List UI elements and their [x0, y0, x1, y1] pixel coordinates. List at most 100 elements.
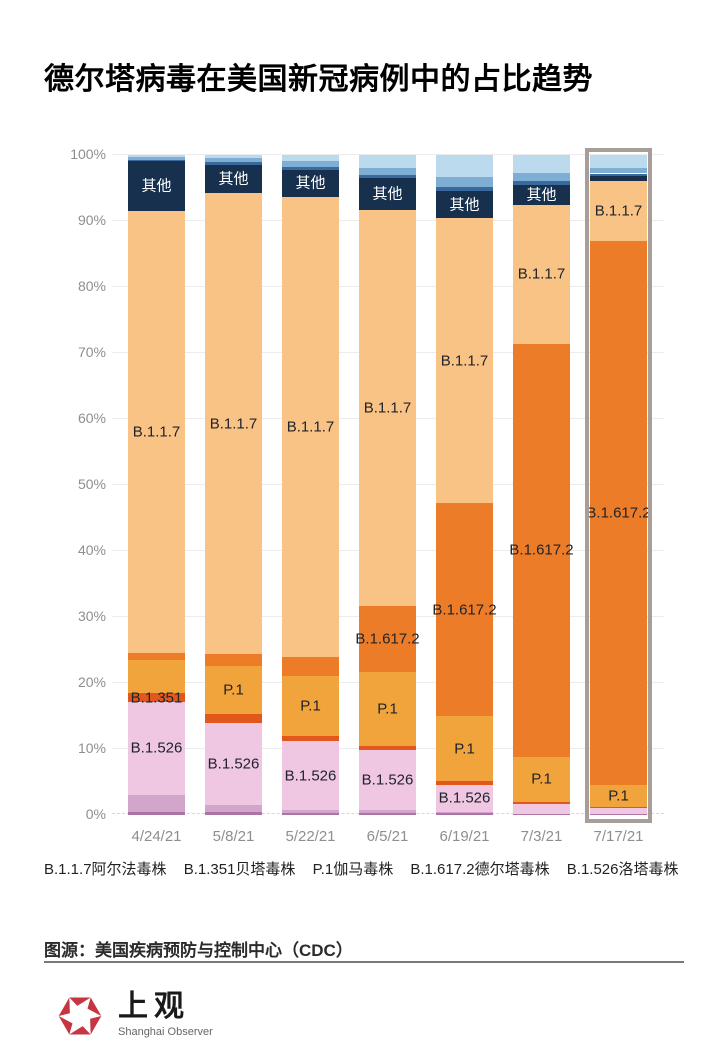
- x-axis-label: 7/3/21: [520, 828, 563, 845]
- y-axis-tick-label: 0%: [85, 806, 106, 822]
- bar-segment-unlabeled-blue-mid: [436, 177, 493, 187]
- bar-segment-B.1.1.7: [205, 193, 262, 654]
- bar-segment-unlabeled-purple-dark: [590, 813, 647, 815]
- chart-plot-area: 0% 10% 20% 30% 40% 50% 60% 70% 80% 90% 100% B.1.526…: [0, 146, 728, 845]
- bar-segment-label: P.1: [454, 740, 475, 758]
- bar-segment-label: B.1.526: [438, 789, 491, 807]
- bar-segment-其他: [359, 178, 416, 210]
- bar-segment-label: B.1.617.2: [432, 601, 497, 619]
- bar-4/24/21: B.1.526 B.1.351 B.1.1.7 其他 4/24/21: [128, 155, 185, 845]
- bar-segment-unlabeled-blue-light: [205, 155, 262, 158]
- bar-segment-unlabeled-blue-dark: [205, 162, 262, 165]
- y-axis-tick-label: 50%: [77, 476, 106, 492]
- bar-segment-unlabeled-blue-mid: [128, 157, 185, 160]
- bar-segment-B.1.526: [128, 702, 185, 795]
- y-axis-tick-label: 80%: [77, 278, 106, 294]
- y-axis-tick-label: 20%: [77, 674, 106, 690]
- bar-segment-其他: [282, 170, 339, 197]
- bar-segment-其他: [128, 160, 185, 212]
- bar-segment-B.1.1.7: [359, 209, 416, 607]
- bar-5/22/21: B.1.526 P.1 B.1.1.7 其他 5/22/21: [282, 155, 339, 845]
- bar-segment-B.1.1.7: [436, 217, 493, 504]
- bar-segment-label: B.1.1.7: [440, 352, 489, 370]
- bar-segment-unlabeled-purple: [205, 805, 262, 813]
- bar-segment-B.1.617.2: [436, 503, 493, 716]
- bar-segment-其他: [205, 164, 262, 194]
- page-title: 德尔塔病毒在美国新冠病例中的占比趋势: [44, 63, 593, 96]
- bar-segment-B.1.351: [590, 807, 647, 809]
- bar-segment-B.1.617.2: [128, 653, 185, 660]
- bar-segment-label: B.1.526: [361, 771, 414, 789]
- bar-segment-B.1.526: [359, 749, 416, 811]
- bar-segment-label: 其他: [295, 174, 326, 192]
- y-axis-tick-label: 60%: [77, 410, 106, 426]
- x-axis-label: 6/5/21: [366, 828, 409, 845]
- bar-segment-label: B.1.526: [207, 755, 260, 773]
- bar-segment-unlabeled-blue-mid: [590, 168, 647, 174]
- bar-segment-label: 其他: [141, 177, 172, 195]
- bar-segment-unlabeled-purple-dark: [282, 813, 339, 815]
- bar-segment-P.1: [513, 756, 570, 802]
- bar-segment-label: 其他: [218, 170, 249, 188]
- publisher-footer: 上观 Shanghai Observer: [56, 990, 213, 1042]
- legend-item-b16172: B.1.617.2德尔塔毒株: [410, 861, 550, 878]
- bar-segment-label: B.1.1.7: [594, 202, 643, 220]
- x-axis-label: 6/19/21: [439, 828, 490, 845]
- bar-segment-unlabeled-purple-dark: [205, 812, 262, 815]
- bar-segment-unlabeled-blue-light: [590, 155, 647, 169]
- bar-segment-unlabeled-purple-dark: [359, 813, 416, 815]
- bar-segment-B.1.526: [282, 741, 339, 811]
- bar-segment-label: 其他: [372, 185, 403, 203]
- bar-segment-B.1.617.2: [590, 240, 647, 786]
- bar-segment-B.1.351: [436, 781, 493, 785]
- bar-segment-P.1: [436, 716, 493, 782]
- bar-segment-B.1.1.7: [128, 211, 185, 654]
- bar-segment-unlabeled-purple: [128, 794, 185, 812]
- bar-segment-B.1.617.2: [205, 653, 262, 666]
- bar-segment-label: B.1.526: [284, 767, 337, 785]
- bar-5/8/21: B.1.526 P.1 B.1.1.7 其他 5/8/21: [205, 155, 262, 845]
- bar-segment-label: B.1.1.7: [517, 265, 566, 283]
- y-axis-tick-label: 40%: [77, 542, 106, 558]
- bar-segment-label: B.1.617.2: [586, 504, 651, 522]
- bar-segment-P.1: [590, 785, 647, 808]
- bar-segment-P.1: [205, 665, 262, 715]
- bar-segment-label: 其他: [449, 196, 480, 213]
- bar-segment-label: B.1.1.7: [209, 415, 258, 433]
- bar-segment-B.1.617.2: [359, 606, 416, 673]
- bar-segment-label: 其他: [526, 186, 557, 204]
- bar-segment-其他: [590, 176, 647, 181]
- bar-segment-unlabeled-blue-light: [359, 155, 416, 169]
- bar-segment-unlabeled-blue-dark: [359, 174, 416, 179]
- x-axis-label: 7/17/21: [593, 828, 644, 845]
- bar-segment-unlabeled-blue-dark: [282, 166, 339, 171]
- bar-segment-unlabeled-purple: [436, 811, 493, 814]
- bar-segment-label: P.1: [223, 681, 244, 699]
- legend-item-b1351: B.1.351贝塔毒株: [183, 861, 296, 878]
- bar-segment-label: P.1: [300, 697, 321, 715]
- bar-segment-unlabeled-blue-mid: [513, 172, 570, 181]
- bar-segment-B.1.351: [359, 746, 416, 750]
- bar-segment-unlabeled-blue-light: [513, 155, 570, 173]
- bar-7/3/21: P.1 B.1.617.2 B.1.1.7 其他 7/3/21: [509, 155, 574, 845]
- bar-segment-B.1.617.2: [513, 343, 570, 757]
- bar-segment-unlabeled-blue-dark: [436, 186, 493, 192]
- bar-segment-B.1.1.7: [590, 180, 647, 241]
- bar-segment-label: B.1.526: [130, 739, 183, 757]
- bar-segment-label: B.1.1.7: [132, 423, 181, 441]
- bar-segment-label: B.1.1.7: [363, 399, 412, 417]
- bar-segment-unlabeled-blue-dark: [513, 180, 570, 185]
- bar-6/5/21: B.1.526 P.1 B.1.617.2 B.1.1.7 其他 6/5/21: [355, 155, 420, 845]
- y-axis-tick-label: 100%: [70, 146, 106, 162]
- bar-segment-unlabeled-blue-light: [282, 155, 339, 161]
- gridline-100%: [112, 154, 664, 155]
- bar-segment-unlabeled-blue-dark: [128, 159, 185, 161]
- publisher-name-cn: 上观: [118, 990, 190, 1023]
- publisher-name-en: Shanghai Observer: [118, 1026, 213, 1038]
- bar-segment-其他: [513, 184, 570, 205]
- y-axis-tick-label: 70%: [77, 344, 106, 360]
- chart-legend: B.1.1.7阿尔法毒株 B.1.351贝塔毒株 P.1伽马毒株 B.1.617…: [44, 858, 692, 879]
- bar-segment-label: P.1: [608, 787, 629, 805]
- bar-6/19/21: B.1.526 P.1 B.1.617.2 B.1.1.7 其他 6/19/21: [432, 155, 497, 845]
- bar-segment-unlabeled-purple-dark: [128, 811, 185, 815]
